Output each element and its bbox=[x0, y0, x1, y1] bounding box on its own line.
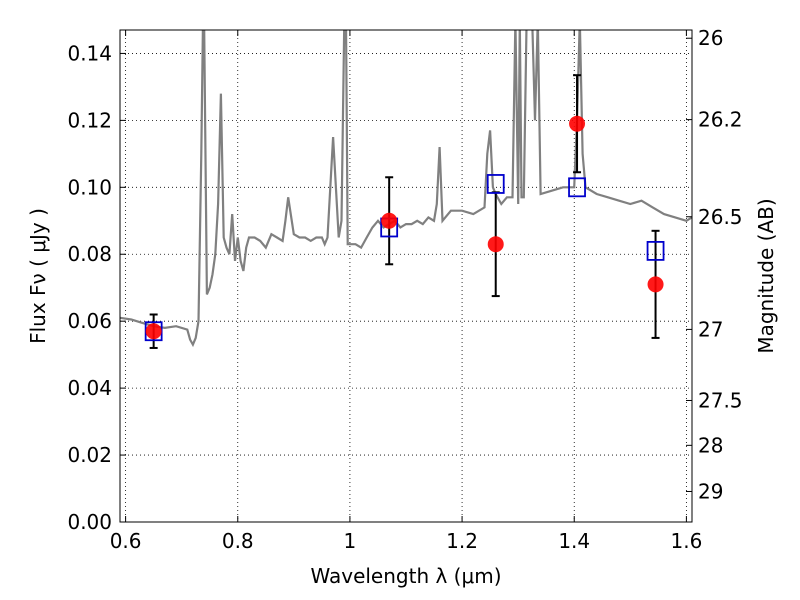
x-tick-label: 1 bbox=[344, 529, 357, 553]
y2-tick-label: 26 bbox=[698, 26, 723, 50]
x-tick-label: 1.4 bbox=[558, 529, 590, 553]
observed-points bbox=[145, 115, 664, 340]
model-square bbox=[568, 177, 586, 198]
observed-point bbox=[647, 276, 664, 293]
observed-point bbox=[145, 323, 162, 340]
spectrum-line bbox=[120, 30, 692, 348]
y2-tick-label: 27 bbox=[698, 317, 723, 341]
y2-axis-title: Magnitude (AB) bbox=[754, 198, 778, 353]
y-tick-label: 0.06 bbox=[67, 309, 112, 333]
y-tick-label: 0.08 bbox=[67, 242, 112, 266]
observed-point bbox=[381, 212, 398, 229]
y2-tick-label: 27.5 bbox=[698, 388, 743, 412]
y2-tick-label: 26.2 bbox=[698, 108, 743, 132]
y-tick-label: 0.12 bbox=[67, 108, 112, 132]
y2-tick-label: 28 bbox=[698, 433, 723, 457]
observed-point bbox=[487, 236, 504, 253]
plot-area bbox=[120, 30, 692, 349]
y-axis-title: Flux Fν ( μJy ) bbox=[26, 208, 50, 344]
error-bars bbox=[149, 74, 660, 349]
observed-point bbox=[569, 115, 586, 132]
x-tick-label: 1.6 bbox=[670, 529, 702, 553]
y2-tick-label: 26.5 bbox=[698, 205, 743, 229]
y-tick-label: 0.10 bbox=[67, 175, 112, 199]
axes-frame bbox=[119, 29, 693, 523]
axis-ticks: 0.6 0.8 1 1.2 1.4 1.6 0.00 0.02 0.04 0.06 0.08 0.10… bbox=[67, 26, 742, 553]
y-tick-label: 0.00 bbox=[67, 510, 112, 534]
y-tick-label: 0.04 bbox=[67, 376, 112, 400]
y-tick-label: 0.14 bbox=[67, 41, 112, 65]
x-tick-label: 1.2 bbox=[446, 529, 478, 553]
x-tick-label: 0.6 bbox=[110, 529, 142, 553]
model-square bbox=[486, 174, 505, 194]
x-tick-label: 0.8 bbox=[222, 529, 254, 553]
model-square bbox=[646, 240, 665, 261]
x-axis-title: Wavelength λ (μm) bbox=[310, 564, 501, 588]
y-tick-label: 0.02 bbox=[67, 443, 112, 467]
y2-tick-label: 29 bbox=[698, 479, 723, 503]
